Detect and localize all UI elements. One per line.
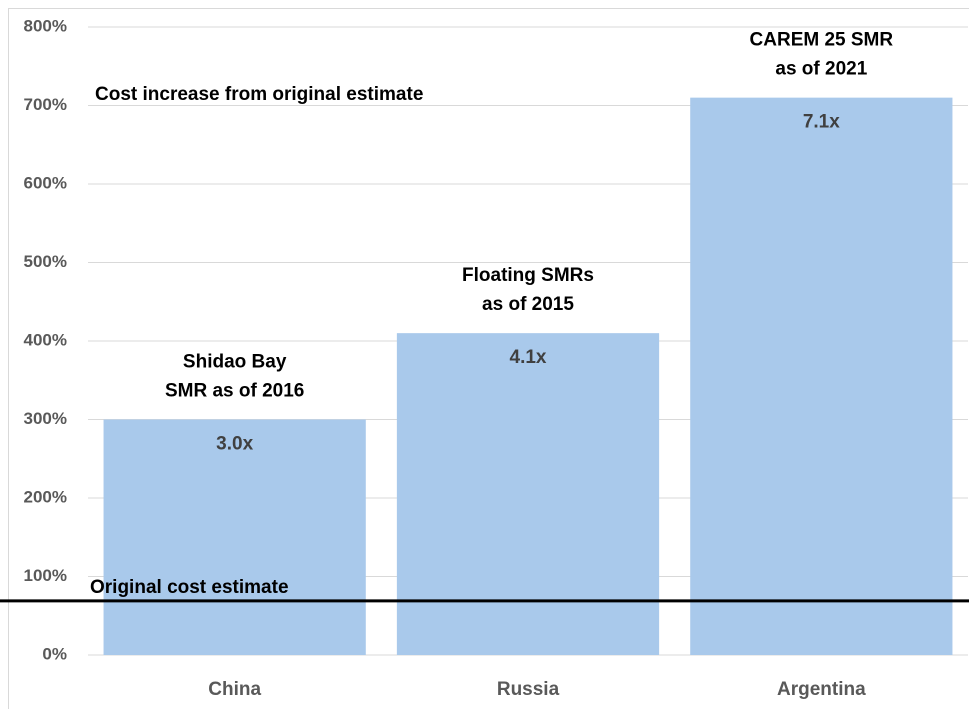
x-tick-label: China <box>208 679 261 700</box>
y-tick-label: 700% <box>24 95 67 114</box>
x-tick-label: Argentina <box>777 679 866 700</box>
bars <box>104 98 953 655</box>
bar <box>104 420 366 656</box>
bar-annotation: SMR as of 2016 <box>165 381 304 402</box>
y-tick-label: 100% <box>24 566 67 585</box>
y-tick-label: 500% <box>24 252 67 271</box>
bar <box>397 333 659 655</box>
value-label: 4.1x <box>510 347 547 368</box>
bar-annotation: Floating SMRs <box>462 265 594 286</box>
value-label: 7.1x <box>803 112 840 133</box>
bar-annotation: Shidao Bay <box>183 352 287 373</box>
value-label: 3.0x <box>216 434 253 455</box>
x-tick-label: Russia <box>497 679 560 700</box>
bar-annotation: as of 2021 <box>775 59 867 80</box>
bar-annotation: as of 2015 <box>482 294 574 315</box>
reference-label: Original cost estimate <box>90 577 289 598</box>
y-tick-label: 600% <box>24 173 67 192</box>
y-tick-label: 400% <box>24 330 67 349</box>
bar <box>690 98 952 655</box>
y-tick-label: 200% <box>24 487 67 506</box>
y-tick-label: 800% <box>24 16 67 35</box>
subtitle: Cost increase from original estimate <box>95 84 423 105</box>
y-tick-label: 0% <box>42 644 67 663</box>
bar-annotation: CAREM 25 SMR <box>750 30 894 51</box>
y-tick-label: 300% <box>24 409 67 428</box>
